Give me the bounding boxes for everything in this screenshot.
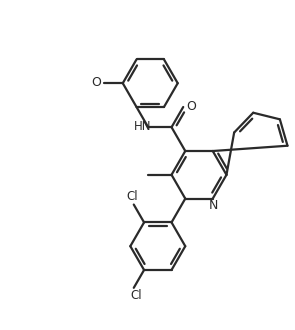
Text: O: O bbox=[91, 76, 101, 89]
Text: HN: HN bbox=[134, 120, 151, 133]
Text: O: O bbox=[186, 100, 196, 113]
Text: Cl: Cl bbox=[130, 289, 142, 302]
Text: N: N bbox=[209, 199, 218, 212]
Text: Cl: Cl bbox=[126, 190, 137, 203]
